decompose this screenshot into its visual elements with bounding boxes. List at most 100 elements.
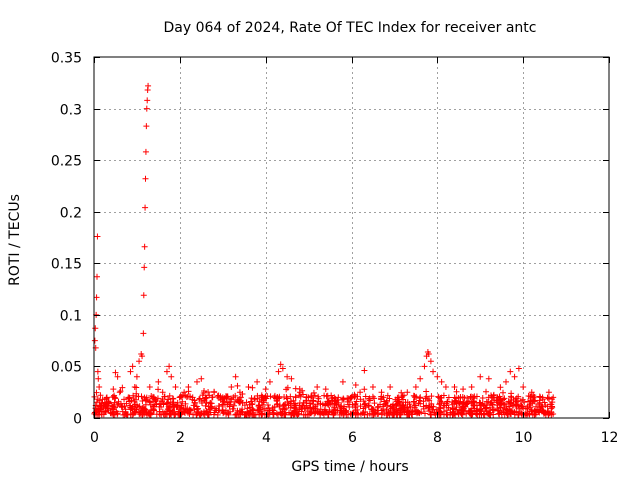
data-point	[163, 368, 170, 375]
band-point	[280, 402, 287, 409]
band-point	[411, 398, 418, 405]
band-point	[260, 399, 267, 406]
band-point	[435, 393, 442, 400]
band-point	[326, 408, 333, 415]
data-point	[151, 394, 158, 401]
band-point	[362, 393, 369, 400]
band-point	[468, 411, 475, 418]
band-point	[354, 411, 361, 418]
band-point	[544, 394, 551, 401]
band-point	[478, 401, 485, 408]
band-point	[196, 396, 203, 403]
band-point	[471, 402, 478, 409]
data-point	[112, 369, 119, 376]
data-point	[101, 399, 108, 406]
band-point	[357, 396, 364, 403]
grid-lines	[94, 57, 609, 418]
band-point	[342, 408, 349, 415]
data-point	[520, 384, 527, 391]
plot-frame	[93, 56, 610, 419]
band-point	[190, 402, 197, 409]
band-point	[149, 403, 156, 410]
band-point	[380, 406, 387, 413]
band-point	[437, 404, 444, 411]
band-point	[230, 402, 237, 409]
band-point	[249, 384, 256, 391]
band-point	[109, 410, 116, 417]
data-point	[133, 373, 140, 380]
data-point	[438, 378, 445, 385]
band-point	[310, 397, 317, 404]
band-point	[300, 400, 307, 407]
band-point	[223, 411, 230, 418]
band-point	[321, 406, 328, 413]
data-point	[108, 402, 115, 409]
data-point	[219, 394, 226, 401]
band-point	[383, 399, 390, 406]
band-point	[203, 407, 210, 414]
band-point	[443, 407, 450, 414]
data-point	[477, 373, 484, 380]
band-point	[381, 410, 388, 417]
band-point	[187, 407, 194, 414]
data-point	[131, 384, 138, 391]
band-point	[416, 410, 423, 417]
band-point	[273, 401, 280, 408]
band-point	[547, 401, 554, 408]
band-point	[157, 400, 164, 407]
band-point	[250, 407, 257, 414]
band-point	[95, 405, 102, 412]
data-point	[412, 384, 419, 391]
band-point	[481, 411, 488, 418]
band-point	[426, 397, 433, 404]
band-point	[457, 393, 464, 400]
band-point	[473, 393, 480, 400]
band-point	[111, 394, 118, 401]
band-point	[430, 409, 437, 416]
data-point	[503, 378, 509, 385]
data-point	[434, 373, 441, 380]
band-point	[330, 409, 337, 416]
band-point	[462, 403, 469, 410]
band-point	[505, 403, 512, 410]
data-point	[468, 384, 475, 391]
y-tick-label: 0.05	[51, 360, 82, 376]
band-point	[411, 393, 418, 400]
band-point	[303, 402, 310, 409]
band-point	[102, 408, 109, 415]
band-point	[436, 401, 443, 408]
data-point	[369, 384, 376, 391]
band-point	[488, 392, 495, 399]
band-point	[357, 410, 364, 417]
band-point	[517, 397, 524, 404]
band-point	[256, 404, 263, 411]
band-point	[307, 404, 314, 411]
band-point	[497, 384, 504, 391]
band-point	[236, 398, 243, 405]
band-point	[321, 392, 328, 399]
band-point	[110, 393, 117, 400]
band-point	[504, 407, 511, 414]
band-point	[211, 409, 218, 416]
band-point	[535, 408, 542, 415]
band-point	[186, 411, 193, 418]
band-point	[275, 395, 282, 402]
band-point	[273, 410, 280, 417]
band-point	[241, 411, 248, 418]
band-point	[248, 401, 255, 408]
band-point	[308, 392, 315, 399]
band-point	[284, 384, 291, 391]
data-point	[140, 292, 147, 299]
band-point	[370, 408, 377, 415]
band-point	[393, 411, 400, 418]
x-tick-label: 12	[601, 430, 619, 446]
band-point	[463, 410, 470, 417]
band-point	[262, 395, 269, 402]
band-point	[128, 405, 135, 412]
band-point	[351, 392, 358, 399]
band-point	[159, 408, 166, 415]
data-point	[141, 264, 148, 271]
band-point	[343, 411, 350, 418]
band-point	[226, 399, 233, 406]
